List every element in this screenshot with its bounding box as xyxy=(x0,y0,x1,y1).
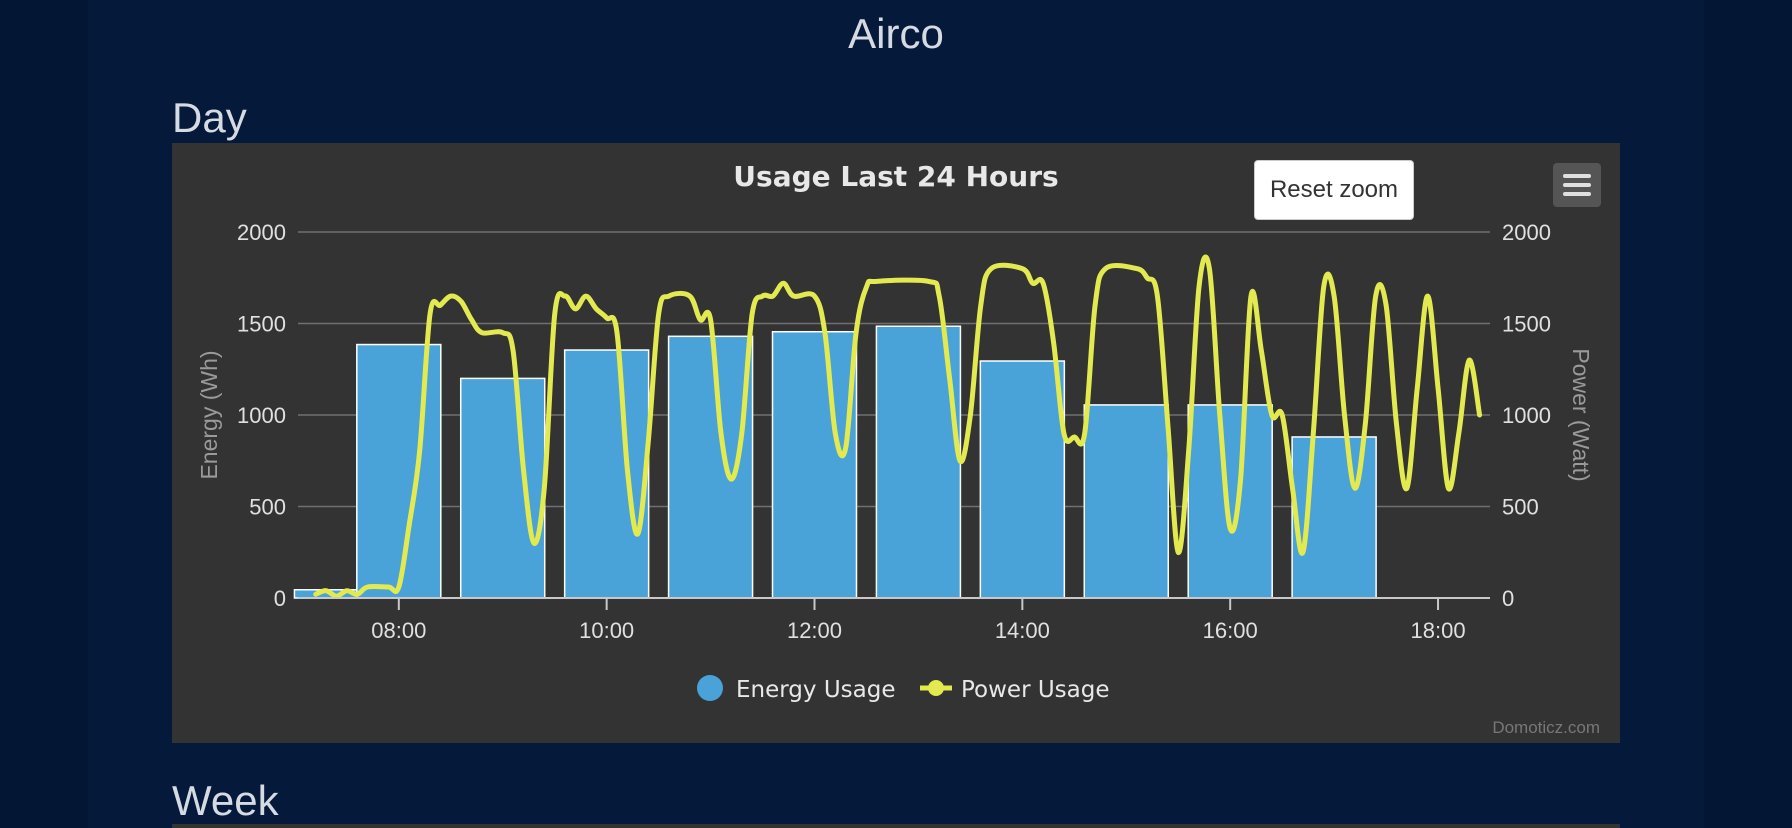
energy-bar[interactable] xyxy=(771,330,858,599)
day-chart[interactable]: Usage Last 24 Hours 0 0 500 500 1000 1000 1500… xyxy=(172,143,1620,743)
week-chart-top-edge xyxy=(172,824,1620,828)
energy-bar[interactable] xyxy=(979,360,1066,599)
y-tick-label-right: 1500 xyxy=(1502,312,1551,337)
chart-title: Usage Last 24 Hours xyxy=(733,160,1058,193)
x-tick-label: 16:00 xyxy=(1203,618,1258,643)
energy-bar[interactable] xyxy=(1187,404,1273,599)
x-tick-label: 12:00 xyxy=(787,618,842,643)
chart-menu-button[interactable] xyxy=(1553,163,1601,207)
legend-marker-power-dot xyxy=(928,680,944,696)
chart-credits[interactable]: Domoticz.com xyxy=(1492,718,1600,737)
x-tick-label: 18:00 xyxy=(1411,618,1466,643)
section-heading-week: Week xyxy=(172,777,279,824)
y-tick-label-left: 1000 xyxy=(237,403,286,428)
legend-item-energy[interactable]: Energy Usage xyxy=(697,675,896,703)
y-tick-label-left: 2000 xyxy=(237,220,286,245)
section-heading-day: Day xyxy=(172,94,247,141)
y-tick-label-right: 2000 xyxy=(1502,220,1551,245)
legend-label-energy: Energy Usage xyxy=(736,677,896,703)
x-tick-label: 10:00 xyxy=(579,618,634,643)
energy-bar[interactable] xyxy=(563,349,650,599)
energy-bar[interactable] xyxy=(356,343,442,599)
y-tick-label-left: 0 xyxy=(274,586,286,611)
energy-bar[interactable] xyxy=(667,335,754,599)
legend: Energy Usage Power Usage xyxy=(697,675,1110,703)
y-tick-label-right: 0 xyxy=(1502,586,1514,611)
x-tick-label: 08:00 xyxy=(371,618,426,643)
energy-bar[interactable] xyxy=(1083,404,1170,599)
power-usage-line[interactable] xyxy=(313,254,1483,599)
legend-marker-energy xyxy=(697,675,723,701)
y-tick-label-left: 500 xyxy=(249,495,286,520)
legend-item-power[interactable]: Power Usage xyxy=(920,677,1110,703)
y-axis-right-label: Power (Watt) xyxy=(1568,348,1594,481)
x-tick-label: 14:00 xyxy=(995,618,1050,643)
y-axis-left-label: Energy (Wh) xyxy=(196,350,222,479)
legend-label-power: Power Usage xyxy=(961,677,1110,703)
energy-bar[interactable] xyxy=(459,377,546,599)
page-title: Airco xyxy=(848,10,944,57)
y-tick-label-left: 1500 xyxy=(237,312,286,337)
y-tick-label-right: 500 xyxy=(1502,495,1539,520)
reset-zoom-button[interactable]: Reset zoom xyxy=(1254,160,1414,220)
day-chart-card: Usage Last 24 Hours 0 0 500 500 1000 1000 1500… xyxy=(172,143,1620,743)
y-tick-label-right: 1000 xyxy=(1502,403,1551,428)
